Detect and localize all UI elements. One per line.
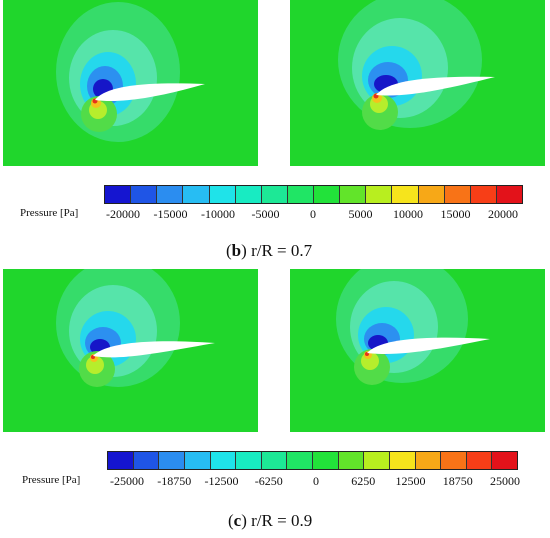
colorbar-cell [418, 186, 445, 203]
colorbar-cell [313, 452, 339, 469]
colorbar-tick-label: -10000 [201, 207, 235, 221]
colorbar-tick-label: 18750 [442, 474, 473, 488]
colorbar-title-b: Pressure [Pa] [20, 207, 79, 219]
colorbar-cell [183, 186, 210, 203]
colorbar-cell [340, 186, 367, 203]
colorbar-cell [441, 452, 467, 469]
colorbar-cell [366, 186, 393, 203]
colorbar-cell [496, 186, 522, 203]
colorbar-cell [492, 452, 517, 469]
colorbar-cell [287, 186, 314, 203]
colorbar-cell [105, 186, 132, 203]
colorbar-cell [470, 186, 497, 203]
colorbar-cell [157, 186, 184, 203]
colorbar-cell [108, 452, 134, 469]
colorbar-cell [261, 452, 288, 469]
colorbar-cell [210, 452, 237, 469]
colorbar-tick-label: -12500 [204, 474, 239, 488]
colorbar-tick-label: 15000 [440, 207, 471, 221]
contour-panel-b-right [290, 0, 545, 166]
colorbar-cell [209, 186, 236, 203]
caption-label-b: b [231, 241, 242, 260]
colorbar-cell [314, 186, 341, 203]
colorbar-tick-label: 10000 [393, 207, 423, 221]
caption-c: (c) r/R = 0.9 [228, 511, 313, 530]
colorbar-cell [133, 452, 160, 469]
colorbar-cell [444, 186, 471, 203]
colorbar-tick-label: 20000 [488, 207, 518, 221]
colorbar-tick-label: 5000 [348, 207, 373, 221]
colorbar-cell [287, 452, 313, 469]
colorbar-tick-label: -15000 [153, 207, 188, 221]
pressure-colorbar-c [107, 451, 518, 470]
colorbar-tick-label: -5000 [251, 207, 280, 221]
colorbar-cell [235, 186, 262, 203]
colorbar-tick-label: -20000 [106, 207, 140, 221]
contour-panel-b-left [3, 0, 258, 166]
colorbar-cell [159, 452, 185, 469]
colorbar-tick-label: 0 [313, 474, 319, 488]
contour-panel-c-right [290, 269, 545, 432]
colorbar-tick-label: -6250 [254, 474, 283, 488]
colorbar-cell [392, 186, 419, 203]
colorbar-tick-label: 0 [310, 207, 316, 221]
colorbar-cell [415, 452, 442, 469]
caption-b: (b) r/R = 0.7 [226, 241, 313, 260]
pressure-colorbar-b [104, 185, 523, 204]
colorbar-cell [364, 452, 390, 469]
colorbar-tick-label: -25000 [110, 474, 144, 488]
colorbar-cell [261, 186, 288, 203]
colorbar-tick-label: -18750 [157, 474, 192, 488]
colorbar-cell [184, 452, 211, 469]
colorbar-tick-label: 25000 [490, 474, 520, 488]
colorbar-cell [236, 452, 262, 469]
caption-label-c: c [233, 511, 242, 530]
colorbar-cell [466, 452, 493, 469]
colorbar-cell [338, 452, 365, 469]
colorbar-tick-label: 6250 [351, 474, 376, 488]
contour-panel-c-left [3, 269, 258, 432]
colorbar-title-c: Pressure [Pa] [22, 474, 81, 486]
colorbar-cell [131, 186, 158, 203]
colorbar-cell [389, 452, 416, 469]
colorbar-tick-label: 12500 [395, 474, 426, 488]
caption-text-c: r/R = 0.9 [251, 511, 313, 530]
caption-text-b: r/R = 0.7 [251, 241, 313, 260]
